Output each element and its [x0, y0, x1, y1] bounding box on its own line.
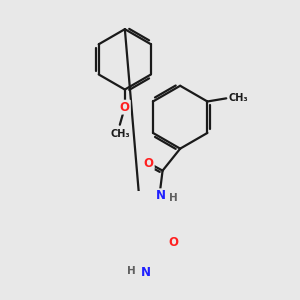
Text: H: H — [127, 266, 136, 276]
Text: N: N — [156, 189, 166, 202]
Text: CH₃: CH₃ — [110, 128, 130, 139]
Text: H: H — [169, 193, 178, 203]
Text: CH₃: CH₃ — [229, 93, 248, 103]
Text: O: O — [168, 236, 178, 249]
Text: O: O — [144, 157, 154, 169]
Text: O: O — [120, 100, 130, 114]
Text: N: N — [141, 266, 151, 279]
